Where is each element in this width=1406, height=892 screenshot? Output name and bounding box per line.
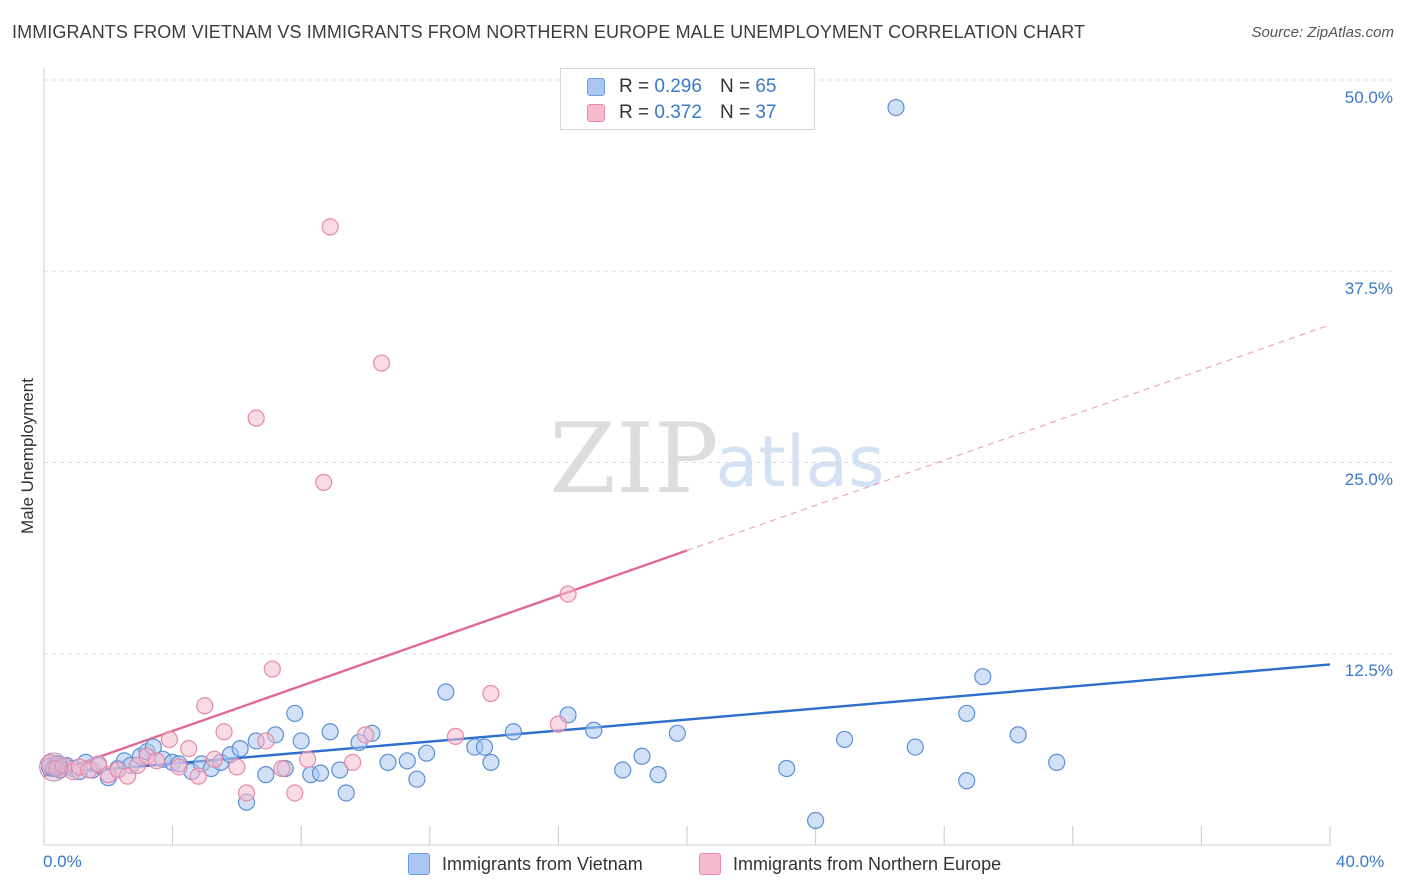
legend-swatch-vietnam <box>587 78 605 96</box>
watermark-atlas: atlas <box>715 421 884 503</box>
legend-r-value: 0.296 <box>654 76 702 97</box>
point-vietnam <box>437 683 455 701</box>
point-vietnam <box>331 761 349 779</box>
legend-n-label: N = <box>719 76 751 97</box>
point-vietnam <box>974 668 992 686</box>
point-northern-europe <box>170 758 188 776</box>
point-vietnam <box>504 723 522 741</box>
point-northern-europe <box>237 784 256 802</box>
legend-swatch-northern-europe <box>587 104 605 122</box>
chart-title: IMMIGRANTS FROM VIETNAM VS IMMIGRANTS FR… <box>12 22 1086 42</box>
point-vietnam <box>475 738 494 756</box>
watermark-zip: ZIP <box>549 403 718 515</box>
point-northern-europe <box>196 697 214 715</box>
point-northern-europe <box>356 726 375 744</box>
point-northern-europe <box>215 723 233 741</box>
point-vietnam <box>482 753 500 771</box>
data-points <box>39 98 1066 830</box>
y-tick-label-37-5: 37.5% <box>1344 279 1393 298</box>
point-northern-europe <box>189 767 207 785</box>
point-northern-europe <box>205 750 223 768</box>
axes <box>43 68 1331 846</box>
point-vietnam <box>417 744 436 762</box>
legend-n-label: N = <box>719 102 751 123</box>
point-vietnam <box>585 721 603 739</box>
legend-row-vietnam: R = 0.296 N = 65 <box>587 74 776 100</box>
point-vietnam <box>906 738 924 756</box>
point-vietnam <box>398 752 416 770</box>
x-tick-label-min: 0.0% <box>43 852 82 871</box>
series-label-northern-europe: Immigrants from Northern Europe <box>733 853 1002 874</box>
point-vietnam <box>649 766 667 784</box>
point-vietnam <box>408 770 426 788</box>
point-vietnam <box>257 766 275 784</box>
point-vietnam <box>835 730 854 749</box>
legend-n-value: 37 <box>755 102 777 123</box>
series-legend-northern-europe[interactable]: Immigrants from Northern Europe <box>699 853 1001 875</box>
legend-r-label: R = <box>619 102 650 123</box>
point-northern-europe <box>549 715 568 733</box>
legend-r-value: 0.372 <box>654 102 702 123</box>
legend-r-label: R = <box>619 76 650 97</box>
series-legend: Immigrants from Vietnam Immigrants from … <box>0 852 1406 878</box>
point-vietnam <box>958 772 976 790</box>
point-northern-europe <box>321 218 339 236</box>
correlation-legend: R = 0.296 N = 65 R = 0.372 N = 37 <box>560 68 815 130</box>
point-vietnam <box>1048 753 1066 771</box>
point-vietnam <box>778 759 796 778</box>
point-northern-europe <box>180 740 198 758</box>
source-label: Source: ZipAtlas.com <box>1251 24 1394 41</box>
legend-n-value: 65 <box>755 76 777 97</box>
point-northern-europe <box>160 730 178 749</box>
point-vietnam <box>311 764 330 782</box>
point-northern-europe <box>559 585 577 603</box>
point-northern-europe <box>257 732 275 750</box>
trend-lines <box>43 324 1331 778</box>
y-tick-label-12-5: 12.5% <box>1344 661 1393 680</box>
x-tick-label-max: 40.0% <box>1336 852 1385 871</box>
series-swatch-northern-europe <box>699 853 721 875</box>
point-vietnam <box>1009 726 1027 744</box>
trend-line-vietnam <box>43 663 1331 776</box>
series-legend-vietnam[interactable]: Immigrants from Vietnam <box>408 853 643 875</box>
trend-line-northern-europe <box>43 549 688 778</box>
point-vietnam <box>633 747 651 765</box>
watermark: ZIP atlas <box>549 403 884 515</box>
point-northern-europe <box>299 750 317 768</box>
point-northern-europe <box>446 727 465 745</box>
point-vietnam <box>292 732 310 750</box>
point-vietnam <box>806 811 825 830</box>
point-cluster-overlap <box>39 752 69 782</box>
point-vietnam <box>958 704 976 723</box>
series-swatch-vietnam <box>408 853 430 875</box>
point-northern-europe <box>247 409 265 427</box>
point-vietnam <box>321 723 339 741</box>
grid-lines <box>44 79 1392 655</box>
point-vietnam <box>887 98 905 117</box>
series-label-vietnam: Immigrants from Vietnam <box>442 853 643 874</box>
y-tick-label-50: 50.0% <box>1344 88 1393 107</box>
point-vietnam <box>668 724 686 742</box>
point-northern-europe <box>147 752 166 770</box>
y-tick-label-25: 25.0% <box>1344 470 1393 489</box>
point-northern-europe <box>344 753 362 771</box>
point-northern-europe <box>263 660 281 678</box>
point-vietnam <box>337 784 355 802</box>
point-northern-europe <box>273 759 291 778</box>
point-northern-europe <box>315 473 333 491</box>
legend-row-northern-europe: R = 0.372 N = 37 <box>587 100 776 126</box>
point-vietnam <box>379 753 397 771</box>
point-vietnam <box>286 704 304 723</box>
trend-line-extension-northern-europe <box>686 324 1331 552</box>
point-northern-europe <box>482 684 500 703</box>
point-northern-europe <box>286 784 304 802</box>
point-northern-europe <box>228 758 246 776</box>
point-vietnam <box>614 761 632 779</box>
point-northern-europe <box>90 755 108 773</box>
point-northern-europe <box>118 767 137 785</box>
point-northern-europe <box>372 354 391 372</box>
point-vietnam <box>231 740 249 758</box>
